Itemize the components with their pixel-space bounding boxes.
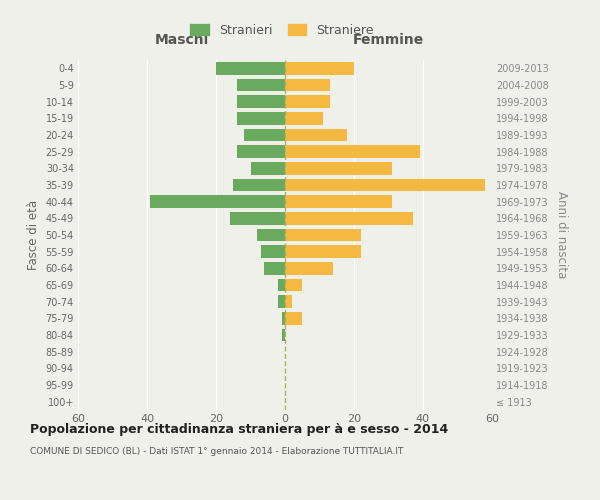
Bar [285, 128, 347, 141]
Text: Femmine: Femmine [353, 32, 424, 46]
Bar [237, 112, 285, 124]
Bar [285, 146, 419, 158]
Bar [251, 162, 285, 174]
Legend: Stranieri, Straniere: Stranieri, Straniere [185, 18, 379, 42]
Y-axis label: Anni di nascita: Anni di nascita [556, 192, 568, 278]
Bar [285, 62, 354, 74]
Bar [265, 262, 285, 274]
Bar [244, 128, 285, 141]
Bar [285, 296, 292, 308]
Bar [237, 78, 285, 91]
Bar [261, 246, 285, 258]
Bar [237, 96, 285, 108]
Bar [230, 212, 285, 224]
Bar [285, 262, 334, 274]
Bar [285, 312, 302, 324]
Text: COMUNE DI SEDICO (BL) - Dati ISTAT 1° gennaio 2014 - Elaborazione TUTTITALIA.IT: COMUNE DI SEDICO (BL) - Dati ISTAT 1° ge… [30, 448, 403, 456]
Bar [285, 112, 323, 124]
Y-axis label: Fasce di età: Fasce di età [27, 200, 40, 270]
Text: Maschi: Maschi [154, 32, 209, 46]
Bar [278, 279, 285, 291]
Bar [285, 196, 392, 208]
Bar [237, 146, 285, 158]
Bar [285, 96, 330, 108]
Bar [257, 229, 285, 241]
Bar [281, 312, 285, 324]
Text: Popolazione per cittadinanza straniera per à e sesso - 2014: Popolazione per cittadinanza straniera p… [30, 422, 448, 436]
Bar [281, 329, 285, 341]
Bar [233, 179, 285, 191]
Bar [278, 296, 285, 308]
Bar [285, 229, 361, 241]
Bar [216, 62, 285, 74]
Bar [285, 212, 413, 224]
Bar [285, 78, 330, 91]
Bar [285, 246, 361, 258]
Bar [285, 179, 485, 191]
Bar [285, 162, 392, 174]
Bar [285, 279, 302, 291]
Bar [151, 196, 285, 208]
